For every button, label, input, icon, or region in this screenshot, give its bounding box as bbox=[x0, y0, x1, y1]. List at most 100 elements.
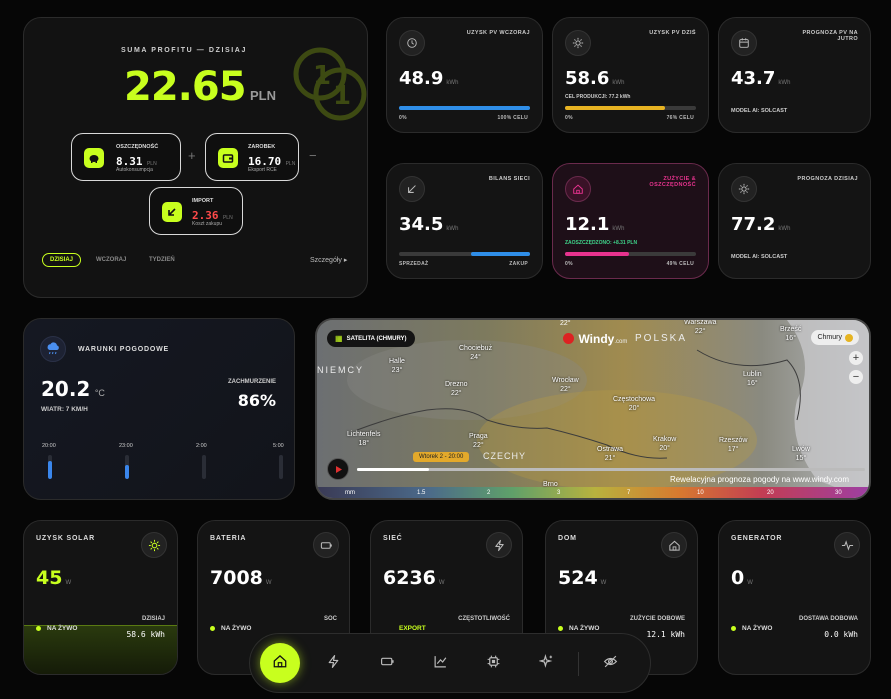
bottom-nav bbox=[249, 633, 651, 693]
tab-week[interactable]: TYDZIEŃ bbox=[149, 257, 175, 263]
play-icon bbox=[335, 465, 342, 473]
city-name: Rzeszów bbox=[719, 437, 748, 444]
tile-unit: kWh bbox=[612, 80, 625, 86]
earnings-unit: PLN bbox=[285, 161, 296, 167]
stat-tile[interactable]: PROGNOZA DZISIAJ 77.2 kWh MODEL AI: SOLCAST bbox=[718, 163, 871, 279]
city-label: Drezno 22° bbox=[445, 380, 468, 398]
scale-tick: 7 bbox=[627, 490, 631, 496]
stat-tile[interactable]: PROGNOZA PV NA JUTRO 43.7 kWh MODEL AI: SOL… bbox=[718, 17, 871, 133]
live-indicator: NA ŻYWO bbox=[36, 625, 77, 632]
nav-chip-button[interactable] bbox=[478, 649, 508, 679]
scale-tick: 10 bbox=[697, 490, 704, 496]
import-pill[interactable]: IMPORT 2.36 PLN Koszt zakupu bbox=[149, 187, 243, 235]
live-value: 524 bbox=[558, 567, 598, 589]
stat-tile[interactable]: UZYSK PV WCZORAJ 48.9 kWh 0% 100% CELU bbox=[386, 17, 543, 133]
city-name: Ostrawa bbox=[597, 446, 624, 453]
nav-home-button[interactable] bbox=[260, 643, 300, 683]
earnings-pill[interactable]: ZAROBEK 16.70 PLN Eksport RCE bbox=[205, 133, 299, 181]
nav-chart-button[interactable] bbox=[425, 649, 455, 679]
forecast-bar bbox=[48, 455, 52, 479]
tile-value: 34.5 bbox=[399, 214, 444, 235]
savings-pill[interactable]: OSZCZĘDNOŚĆ 8.31 PLN Autokonsumpcja bbox=[71, 133, 181, 181]
tab-yesterday[interactable]: WCZORAJ bbox=[96, 257, 127, 263]
bar-left-label: 0% bbox=[399, 115, 407, 121]
timeline-track[interactable] bbox=[357, 468, 865, 471]
zoom-out-button[interactable]: − bbox=[849, 370, 863, 384]
tile-value-row: 58.6 kWh bbox=[565, 68, 624, 89]
tile-value-row: 43.7 kWh bbox=[731, 68, 790, 89]
history-icon bbox=[399, 30, 425, 56]
city-name: Lwów bbox=[792, 446, 810, 453]
tile-title: BILANS SIECI bbox=[488, 176, 530, 182]
city-label: Brno bbox=[543, 480, 558, 489]
import-value: 2.36 bbox=[192, 209, 219, 222]
chip-icon bbox=[486, 654, 501, 674]
weather-map[interactable]: ▦ SATELITA (CHMURY) Windy.com Chmury + −… bbox=[315, 318, 871, 500]
live-card-title: GENERATOR bbox=[731, 535, 783, 542]
stat-label: DZISIAJ bbox=[141, 616, 165, 622]
import-label: IMPORT bbox=[192, 198, 214, 204]
import-sub: Koszt zakupu bbox=[192, 221, 223, 227]
scale-tick: 3 bbox=[557, 490, 561, 496]
city-temp: 16° bbox=[785, 335, 796, 342]
scale-tick: 1.5 bbox=[417, 490, 426, 496]
battery-icon bbox=[380, 654, 395, 674]
nav-eye-off-button[interactable] bbox=[595, 649, 625, 679]
weather-card: WARUNKI POGODOWE 20.2 °C WIATR: 7 KM/H Z… bbox=[23, 318, 295, 500]
stat-tile[interactable]: BILANS SIECI 34.5 kWh SPRZEDAŻ ZAKUP bbox=[386, 163, 543, 279]
tile-unit: kWh bbox=[612, 226, 625, 232]
city-label: Rzeszów 17° bbox=[719, 436, 747, 454]
stat-value: 0.0 kWh bbox=[824, 630, 858, 639]
layer-select-value: Chmury bbox=[817, 334, 842, 341]
stat-tile[interactable]: ZUŻYCIE & OSZCZĘDNOŚĆ 12.1 kWh ZAOSZCZĘDZON… bbox=[552, 163, 709, 279]
layer-button[interactable]: ▦ SATELITA (CHMURY) bbox=[327, 330, 415, 347]
live-unit: W bbox=[438, 580, 445, 586]
zoom-in-button[interactable]: + bbox=[849, 351, 863, 365]
live-label: NA ŻYWO bbox=[47, 625, 78, 632]
city-label: Brześć 16° bbox=[780, 325, 801, 343]
earnings-value-row: 16.70 PLN bbox=[248, 152, 295, 170]
time-badge[interactable]: Wtorek 2 - 20:00 bbox=[413, 452, 470, 462]
live-dot-icon bbox=[36, 625, 41, 631]
savings-sub: Autokonsumpcja bbox=[116, 167, 153, 173]
bar-right-label: 76% CELU bbox=[666, 115, 694, 121]
weather-title: WARUNKI POGODOWE bbox=[78, 346, 169, 353]
city-temp: 16° bbox=[747, 380, 758, 387]
details-link[interactable]: Szczegóły ▸ bbox=[310, 257, 348, 264]
wind-text: WIATR: 7 KM/H bbox=[41, 406, 88, 413]
live-card[interactable]: GENERATOR 0 W NA ŻYWO DOSTAWA DOBOWA 0.0 kWh bbox=[718, 520, 871, 675]
forecast-hour: 2:00 bbox=[196, 443, 207, 449]
nav-bolt-button[interactable] bbox=[318, 649, 348, 679]
windy-logo-icon bbox=[563, 333, 574, 345]
live-value-row: 6236 W bbox=[383, 567, 445, 589]
temp-row: 20.2 °C bbox=[41, 377, 105, 401]
minus-sign: − bbox=[309, 148, 317, 163]
city-temp: 22° bbox=[560, 386, 571, 393]
nav-sparkle-button[interactable] bbox=[531, 649, 561, 679]
live-label: NA ŻYWO bbox=[742, 625, 773, 632]
tile-value-row: 34.5 kWh bbox=[399, 214, 458, 235]
play-button[interactable] bbox=[327, 458, 349, 480]
arrow-down-left-icon bbox=[399, 176, 425, 202]
tile-value: 77.2 bbox=[731, 214, 776, 235]
piggy-bank-icon bbox=[84, 148, 104, 168]
live-unit: W bbox=[65, 580, 72, 586]
live-card-title: BATERIA bbox=[210, 535, 247, 542]
home-icon bbox=[272, 653, 288, 674]
live-indicator: NA ŻYWO bbox=[558, 625, 599, 632]
temperature-unit: °C bbox=[94, 388, 105, 398]
tab-today[interactable]: DZISIAJ bbox=[42, 253, 82, 267]
tile-model: MODEL AI: SOLCAST bbox=[731, 254, 788, 260]
layer-select[interactable]: Chmury bbox=[811, 330, 859, 345]
live-label: NA ŻYWO bbox=[569, 625, 600, 632]
country-label-pl: POLSKA bbox=[635, 333, 688, 344]
progress-fill bbox=[471, 252, 530, 256]
crown-icon bbox=[845, 333, 853, 342]
live-label: NA ŻYWO bbox=[221, 625, 252, 632]
wallet-icon bbox=[218, 148, 238, 168]
nav-battery-button[interactable] bbox=[372, 649, 402, 679]
forecast-bar bbox=[279, 455, 283, 479]
stat-tile[interactable]: UZYSK PV DZIŚ 58.6 kWh CEL PRODUKCJI: 77.2 … bbox=[552, 17, 709, 133]
live-card[interactable]: UZYSK SOLAR 45 W NA ŻYWO DZISIAJ 58.6 kWh bbox=[23, 520, 178, 675]
bar-left-label: 0% bbox=[565, 261, 573, 267]
